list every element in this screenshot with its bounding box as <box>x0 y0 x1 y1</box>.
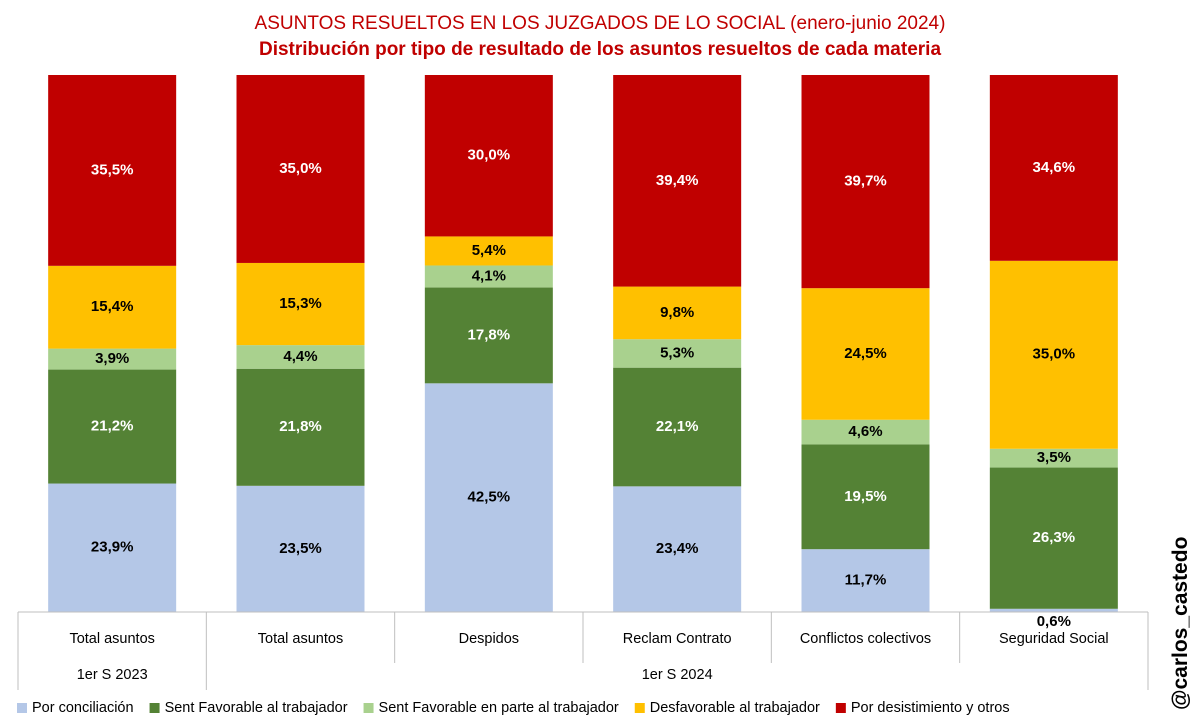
data-label: 11,7% <box>845 572 887 589</box>
category-axis: Total asuntos Total asuntos Despidos Reclam… <box>17 611 1149 690</box>
bar-segment <box>801 549 930 612</box>
category-label: Reclam Contrato <box>623 631 732 647</box>
legend-item: Por desistimiento y otros <box>835 700 1010 716</box>
bar-segment <box>424 287 553 384</box>
legend-label: Sent Favorable en parte al trabajador <box>379 700 619 716</box>
data-label: 4,4% <box>283 348 317 365</box>
legend-label: Sent Favorable al trabajador <box>165 700 348 716</box>
data-label: 42,5% <box>468 489 511 506</box>
bar-segment <box>424 75 553 237</box>
bar-segment <box>989 467 1118 609</box>
legend-item: Desfavorable al trabajador <box>634 700 820 716</box>
data-label: 35,5% <box>91 161 134 178</box>
category-label: Seguridad Social <box>999 631 1109 647</box>
data-label: 9,8% <box>660 304 694 321</box>
data-label: 23,4% <box>656 540 699 557</box>
legend-label: Por conciliación <box>32 700 134 716</box>
data-label: 22,1% <box>656 418 699 435</box>
data-label: 30,0% <box>468 147 511 164</box>
bar-segment <box>801 419 930 445</box>
bar-segment <box>801 288 930 420</box>
bar-segment <box>48 483 177 612</box>
bar-segment <box>48 348 177 370</box>
data-label: 23,9% <box>91 539 134 556</box>
category-label: Conflictos colectivos <box>800 631 931 647</box>
data-label: 0,6% <box>1037 613 1071 630</box>
data-label: 3,5% <box>1037 449 1071 466</box>
bars-layer: 23,9% 21,2% 3,9% 15,4% 35,5% 23,5% 21,8% 4,4% 15… <box>48 75 1118 630</box>
bar-segment <box>236 345 365 369</box>
bar-segment <box>613 339 742 368</box>
legend-item: Por conciliación <box>17 700 134 716</box>
bar-segment <box>236 485 365 612</box>
bar-segment <box>48 265 177 349</box>
chart-title: ASUNTOS RESUELTOS EN LOS JUZGADOS DE LO … <box>255 13 946 34</box>
bar-segment <box>613 75 742 287</box>
category-label: Despidos <box>459 631 519 647</box>
bar-segment <box>801 444 930 550</box>
bar-segment <box>613 286 742 340</box>
bar-segment <box>424 236 553 266</box>
bar-segment <box>424 383 553 612</box>
data-label: 24,5% <box>844 345 887 362</box>
data-label: 19,5% <box>844 488 887 505</box>
bar-segment <box>989 260 1118 449</box>
bar-segment <box>48 75 177 266</box>
data-label: 17,8% <box>468 326 511 343</box>
legend-swatch <box>17 703 27 713</box>
data-label: 3,9% <box>95 350 129 367</box>
data-label: 35,0% <box>279 160 322 177</box>
data-label: 15,3% <box>279 295 322 312</box>
legend-swatch <box>835 703 846 713</box>
data-label: 39,4% <box>656 172 699 189</box>
legend-swatch <box>363 703 374 713</box>
data-label: 21,8% <box>279 418 322 435</box>
watermark-handle: @carlos_castedo <box>1169 537 1192 710</box>
legend-label: Desfavorable al trabajador <box>650 700 820 716</box>
legend-label: Por desistimiento y otros <box>851 700 1010 716</box>
bar-segment <box>801 75 930 289</box>
bar-segment <box>989 448 1118 468</box>
bar-segment <box>613 367 742 487</box>
bar-segment <box>613 486 742 612</box>
data-label: 39,7% <box>844 173 887 190</box>
data-label: 15,4% <box>91 298 134 315</box>
category-group-label: 1er S 2024 <box>642 667 713 683</box>
legend-item: Sent Favorable al trabajador <box>149 700 348 716</box>
category-label: Total asuntos <box>69 631 154 647</box>
bar-segment <box>424 265 553 288</box>
data-label: 4,6% <box>848 423 882 440</box>
legend-item: Sent Favorable en parte al trabajador <box>363 700 619 716</box>
data-label: 34,6% <box>1033 159 1076 176</box>
legend: Por conciliación Sent Favorable al trabaj… <box>17 700 1010 716</box>
data-label: 5,3% <box>660 344 694 361</box>
data-label: 26,3% <box>1033 529 1076 546</box>
legend-swatch <box>634 703 645 713</box>
bar-segment <box>48 369 177 484</box>
bar-segment <box>236 262 365 346</box>
bar-segment <box>989 608 1118 612</box>
category-label: Total asuntos <box>258 631 343 647</box>
chart-subtitle: Distribución por tipo de resultado de lo… <box>259 39 941 60</box>
bar-segment <box>236 368 365 486</box>
data-label: 5,4% <box>472 242 506 259</box>
data-label: 4,1% <box>472 267 506 284</box>
data-label: 23,5% <box>279 540 322 557</box>
legend-swatch <box>149 703 160 713</box>
data-label: 21,2% <box>91 418 134 435</box>
bar-segment <box>236 75 365 263</box>
bar-segment <box>989 75 1118 261</box>
data-label: 35,0% <box>1033 346 1076 363</box>
category-group-label: 1er S 2023 <box>77 667 148 683</box>
